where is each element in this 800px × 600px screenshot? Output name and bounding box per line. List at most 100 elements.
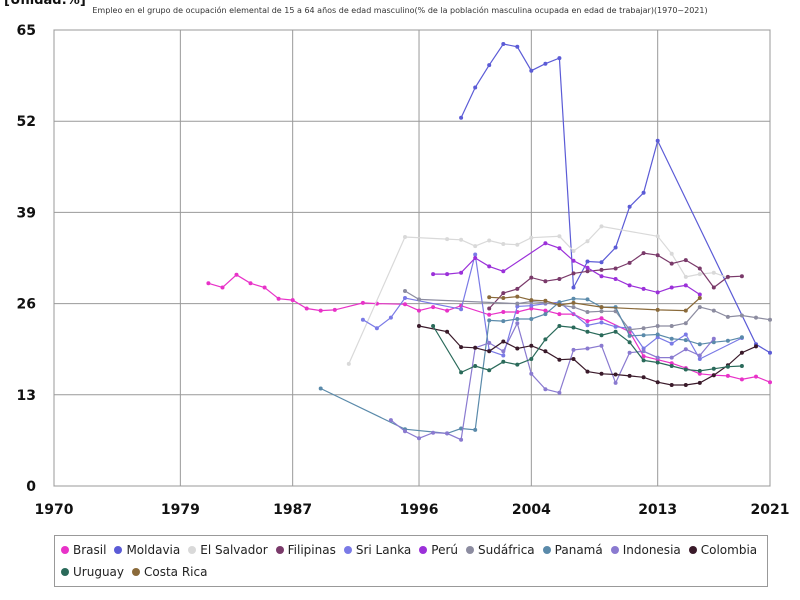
data-point (403, 235, 407, 239)
data-point (487, 63, 492, 68)
data-point (529, 357, 534, 361)
data-point (739, 350, 744, 355)
data-point (571, 258, 576, 263)
data-point (585, 265, 590, 270)
data-point (655, 138, 660, 143)
data-point (360, 317, 365, 322)
data-point (613, 245, 618, 250)
data-point (669, 336, 674, 341)
legend-swatch (542, 546, 551, 554)
data-point (473, 256, 478, 260)
data-point (697, 371, 702, 376)
data-point (613, 380, 618, 385)
data-point (487, 306, 492, 311)
data-point (459, 437, 464, 442)
data-point (655, 335, 660, 340)
data-point (529, 235, 534, 240)
legend-label: Uruguay (73, 565, 124, 579)
data-point (627, 260, 632, 265)
data-point (697, 368, 702, 373)
data-point (739, 335, 744, 340)
data-point (711, 336, 716, 341)
data-point (417, 297, 421, 302)
data-point (599, 343, 604, 348)
data-point (557, 300, 562, 305)
data-point (655, 332, 660, 337)
data-point (515, 317, 520, 321)
legend-item: Sudáfrica (466, 543, 535, 557)
data-point (613, 372, 618, 377)
data-point (304, 306, 309, 311)
data-point (641, 375, 646, 380)
legend-label: Perú (431, 543, 459, 557)
data-point (557, 234, 562, 239)
data-point (641, 354, 646, 359)
data-point (655, 360, 660, 365)
data-point (543, 387, 548, 392)
data-point (754, 344, 758, 349)
data-point (655, 307, 660, 312)
data-point (739, 313, 744, 318)
data-point (739, 364, 744, 368)
legend-item: Filipinas (275, 543, 336, 557)
data-point (627, 373, 632, 378)
data-point (487, 318, 492, 323)
data-point (515, 346, 520, 351)
data-point (431, 272, 436, 277)
data-point (473, 345, 478, 350)
data-point (501, 242, 506, 246)
legend-item: Uruguay (61, 565, 124, 579)
data-point (445, 329, 450, 334)
y-tick-label: 0 (26, 479, 36, 495)
data-point (515, 286, 520, 291)
data-point (725, 274, 730, 279)
data-point (515, 362, 520, 367)
legend-label: Moldavia (126, 543, 181, 557)
legend-swatch (343, 546, 352, 554)
data-point (388, 315, 393, 320)
series-filipinas (487, 251, 744, 311)
data-point (669, 341, 674, 346)
data-point (697, 353, 702, 358)
data-point (669, 261, 674, 266)
data-point (543, 308, 548, 313)
legend-swatch (688, 546, 697, 554)
data-point (515, 44, 520, 49)
legend-swatch (419, 546, 428, 554)
data-point (473, 244, 478, 249)
data-point (585, 239, 590, 244)
series-uruguay (431, 324, 744, 375)
data-point (529, 343, 534, 348)
data-point (613, 329, 618, 334)
data-point (768, 350, 772, 355)
y-tick-label: 65 (17, 23, 36, 39)
x-tick-label: 2004 (512, 502, 551, 518)
legend-item: Costa Rica (132, 565, 207, 579)
legend-label: Panamá (554, 543, 603, 557)
data-point (234, 272, 239, 277)
data-point (627, 327, 632, 332)
data-point (487, 349, 492, 354)
data-point (585, 259, 590, 264)
data-point (557, 56, 562, 61)
series-line (320, 298, 743, 435)
data-point (388, 418, 393, 423)
data-point (529, 298, 534, 303)
data-point (487, 368, 492, 373)
data-point (739, 274, 744, 279)
legend-label: Brasil (73, 543, 107, 557)
legend-swatch (610, 546, 619, 554)
legend-swatch (188, 546, 197, 554)
line-chart: 0 13 26 39 52 65 1970 1979 1987 1996 2004 2013 2021 (17, 23, 790, 518)
data-point (599, 333, 604, 338)
data-point (318, 386, 323, 391)
data-point (501, 349, 506, 354)
data-point (557, 277, 562, 281)
data-point (543, 279, 548, 284)
data-point (529, 68, 534, 73)
data-point (599, 274, 604, 279)
legend-swatch (61, 546, 69, 554)
data-point (403, 429, 407, 434)
data-point (543, 312, 548, 317)
data-point (374, 326, 379, 331)
